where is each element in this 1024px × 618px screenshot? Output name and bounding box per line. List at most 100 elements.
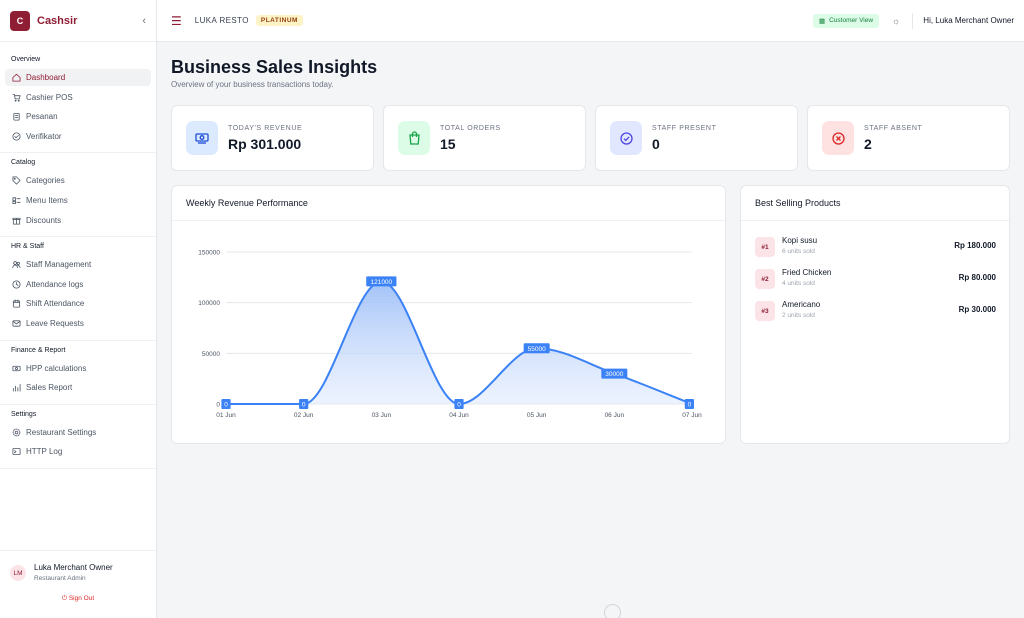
rank-badge: #3 xyxy=(755,301,775,321)
y-tick-label: 50000 xyxy=(202,351,220,358)
list-item[interactable]: #1 Kopi susu 6 units sold Rp 180.000 xyxy=(755,236,996,258)
sidebar-item-label: HTTP Log xyxy=(26,447,63,457)
sidebar-item-label: Pesanan xyxy=(26,112,58,122)
sidebar-section: Overview Dashboard Cashier POS Pesanan Verif… xyxy=(0,42,156,154)
stat-card-revenue: TODAY'S REVENUE Rp 301.000 xyxy=(171,105,374,171)
customer-view-button[interactable]: ▦ Customer View xyxy=(812,13,880,28)
sidebar-item-leave-requests[interactable]: Leave Requests xyxy=(5,315,151,332)
sidebar-section-title: Finance & Report xyxy=(11,346,66,354)
check-circle-icon xyxy=(11,131,21,141)
stat-label: STAFF PRESENT xyxy=(652,125,717,132)
data-label-box xyxy=(454,399,464,409)
sidebar-section: Settings Restaurant Settings HTTP Log xyxy=(0,405,156,469)
sidebar-item-pesanan[interactable]: Pesanan xyxy=(5,108,151,125)
sidebar-section-title: Settings xyxy=(11,410,37,418)
sidebar-section: Catalog Categories Menu Items Discounts xyxy=(0,153,156,238)
page-subtitle: Overview of your business transactions t… xyxy=(171,80,334,89)
sidebar-item-label: Verifikator xyxy=(26,131,62,141)
stat-label: TOTAL ORDERS xyxy=(440,125,501,132)
sidebar-item-label: Categories xyxy=(26,176,65,186)
data-label-box xyxy=(684,399,694,409)
best-selling-title: Best Selling Products xyxy=(741,186,1009,221)
stat-value: 2 xyxy=(864,136,872,152)
y-tick-label: 150000 xyxy=(198,250,220,257)
stat-card-staff-present: STAFF PRESENT 0 xyxy=(595,105,798,171)
x-tick-label: 01 Jun xyxy=(216,412,236,419)
sidebar-item-discounts[interactable]: Discounts xyxy=(5,212,151,229)
chevron-left-icon[interactable]: ‹ xyxy=(142,14,146,27)
scroll-top-icon[interactable] xyxy=(604,604,621,618)
sidebar-section: HR & Staff Staff Management Attendance log… xyxy=(0,237,156,341)
stat-card-staff-absent: STAFF ABSENT 2 xyxy=(807,105,1010,171)
sidebar-item-attendance-logs[interactable]: Attendance logs xyxy=(5,276,151,293)
product-revenue: Rp 180.000 xyxy=(954,241,996,250)
list-item[interactable]: #3 Americano 2 units sold Rp 30.000 xyxy=(755,300,996,322)
sign-out-button[interactable]: ⏻ Sign Out xyxy=(0,595,156,603)
app-logo[interactable]: C xyxy=(10,10,30,31)
theme-toggle-icon[interactable]: ☼ xyxy=(892,15,901,26)
data-label: 30000 xyxy=(605,371,623,378)
restaurant-name: LUKA RESTO xyxy=(194,16,249,25)
sidebar-item-label: Discounts xyxy=(26,215,62,225)
sidebar-item-verifikator[interactable]: Verifikator xyxy=(5,128,151,145)
user-role: Restaurant Admin xyxy=(34,575,86,582)
data-label-box xyxy=(221,399,231,409)
sidebar-user-panel: LM Luka Merchant Owner Restaurant Admin … xyxy=(0,550,156,618)
money-icon xyxy=(11,363,21,373)
sidebar-item-restaurant-settings[interactable]: Restaurant Settings xyxy=(5,424,151,441)
cash-icon xyxy=(186,121,218,155)
sidebar-item-label: HPP calculations xyxy=(26,363,87,373)
list-item[interactable]: #2 Fried Chicken 4 units sold Rp 80.000 xyxy=(755,268,996,290)
sidebar-item-dashboard[interactable]: Dashboard xyxy=(5,69,151,86)
x-tick-label: 04 Jun xyxy=(449,412,469,419)
sidebar-item-menu-items[interactable]: Menu Items xyxy=(5,192,151,209)
data-label: 0 xyxy=(224,402,228,409)
sidebar-item-label: Sales Report xyxy=(26,383,73,393)
product-revenue: Rp 30.000 xyxy=(958,305,996,314)
sidebar-item-label: Dashboard xyxy=(26,73,66,82)
tag-icon xyxy=(11,176,21,186)
sidebar-item-http-log[interactable]: HTTP Log xyxy=(5,443,151,460)
stat-label: TODAY'S REVENUE xyxy=(228,125,303,132)
sidebar-item-label: Cashier POS xyxy=(26,92,73,102)
sidebar-item-hpp-calculations[interactable]: HPP calculations xyxy=(5,360,151,377)
home-icon xyxy=(11,73,21,83)
data-label: 0 xyxy=(302,402,306,409)
stat-card-orders: TOTAL ORDERS 15 xyxy=(383,105,586,171)
avatar[interactable]: LM xyxy=(10,565,26,581)
user-greeting[interactable]: Hi, Luka Merchant Owner xyxy=(923,16,1014,25)
gift-icon xyxy=(11,215,21,225)
product-name: Kopi susu xyxy=(782,236,818,245)
y-tick-label: 0 xyxy=(216,402,220,409)
revenue-area xyxy=(226,281,692,404)
terminal-icon xyxy=(11,447,21,457)
sidebar-item-staff-management[interactable]: Staff Management xyxy=(5,256,151,273)
sidebar-item-shift-attendance[interactable]: Shift Attendance xyxy=(5,295,151,312)
topbar-divider xyxy=(912,12,914,29)
sidebar-item-label: Restaurant Settings xyxy=(26,427,97,437)
sidebar-section: Finance & Report HPP calculations Sales Re… xyxy=(0,341,156,405)
rank-badge: #2 xyxy=(755,269,775,289)
hamburger-menu-icon[interactable]: ☰ xyxy=(171,13,182,28)
mail-icon xyxy=(11,318,21,328)
check-circle-icon xyxy=(610,121,642,155)
sidebar-item-label: Menu Items xyxy=(26,195,68,205)
stat-value: 15 xyxy=(440,136,456,152)
product-name: Fried Chicken xyxy=(782,268,832,277)
x-tick-label: 06 Jun xyxy=(605,412,625,419)
x-tick-label: 05 Jun xyxy=(527,412,547,419)
product-units-sold: 4 units sold xyxy=(782,280,815,287)
sidebar-item-cashier-pos[interactable]: Cashier POS xyxy=(5,89,151,106)
weekly-revenue-chart: 0 50000 100000 150000 01 Jun 0 02 Jun 0 03 Jun 12… xyxy=(198,250,702,420)
data-label-box xyxy=(366,276,397,287)
power-icon: ⏻ xyxy=(61,595,68,602)
menu-list-icon xyxy=(11,195,21,205)
clipboard-icon xyxy=(11,112,21,122)
x-circle-icon xyxy=(822,121,854,155)
sidebar-item-sales-report[interactable]: Sales Report xyxy=(5,379,151,396)
data-label: 55000 xyxy=(528,346,546,353)
app-name: Cashsir xyxy=(37,14,78,27)
plan-badge: PLATINUM xyxy=(255,15,303,26)
sidebar-item-categories[interactable]: Categories xyxy=(5,172,151,189)
calendar-icon xyxy=(11,299,21,309)
